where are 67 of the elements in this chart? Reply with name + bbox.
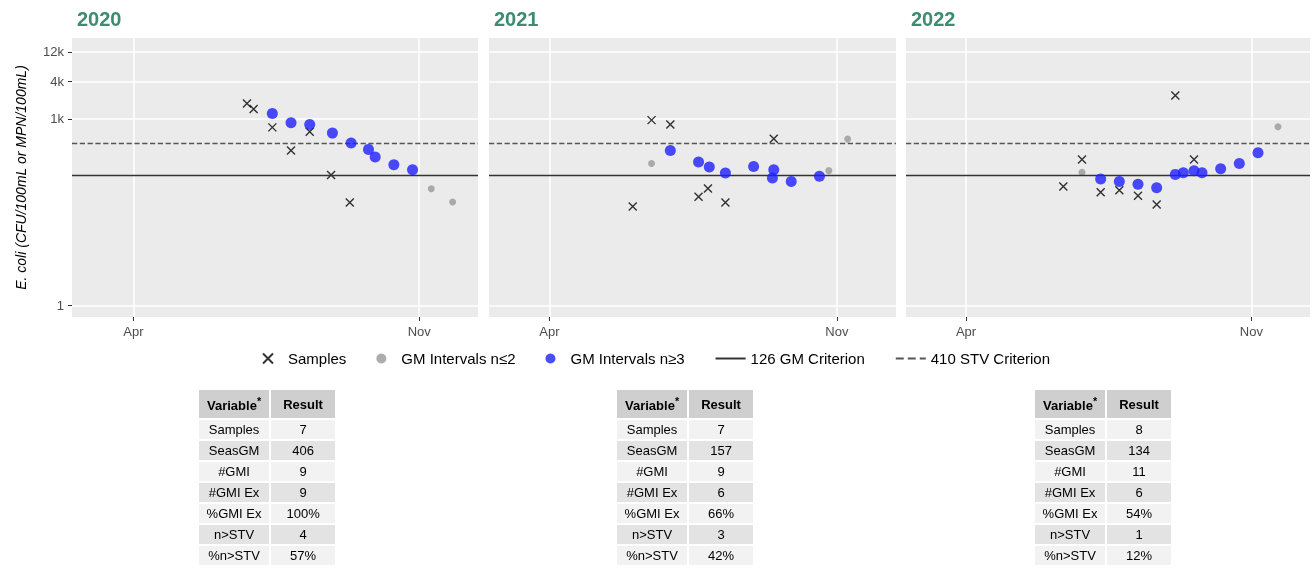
category-label: #GMI Ex — [199, 483, 270, 502]
category-label: #GMI Ex — [617, 483, 688, 502]
category-label: #GMI — [1035, 462, 1106, 481]
text: Variable$^{*}$ — [1035, 390, 1106, 418]
text: 100% — [286, 506, 320, 521]
legend-label: Samples — [288, 350, 347, 367]
text: 7 — [299, 422, 307, 437]
text: 1 — [1135, 527, 1143, 542]
chart-title: 2022 — [911, 8, 956, 30]
chart-title: 2021 — [494, 8, 539, 30]
category-label: %GMI Ex — [1035, 504, 1106, 523]
category-label: n>STV — [199, 525, 270, 544]
text: 7 — [717, 422, 725, 437]
category-label: #GMI Ex — [1035, 483, 1106, 502]
legend-label: 410 STV Criterion — [930, 350, 1050, 367]
y-tick-label: 1 — [56, 297, 64, 313]
text: Result — [271, 390, 336, 418]
text: 9 — [717, 464, 725, 479]
x-tick-label: Apr — [539, 324, 561, 339]
category-label: #GMI — [199, 462, 270, 481]
category-label: %n>STV — [617, 546, 688, 565]
legend-label: GM Intervals n≤2 — [401, 350, 516, 367]
text: 3 — [717, 527, 725, 542]
text: 406 — [292, 443, 314, 458]
text: 8 — [1135, 422, 1143, 437]
text: Variable$^{*}$ — [199, 390, 270, 418]
x-tick-label: Nov — [1239, 324, 1264, 339]
x-tick-label: Apr — [123, 324, 145, 339]
category-label: %n>STV — [199, 546, 270, 565]
category-label: Samples — [1035, 420, 1106, 439]
y-tick-label: 12k — [43, 44, 65, 60]
category-label: Samples — [617, 420, 688, 439]
text: 9 — [299, 464, 307, 479]
chart-title: 2020 — [77, 8, 122, 30]
text: 6 — [1135, 485, 1143, 500]
x-tick-label: Nov — [407, 324, 432, 339]
text: 12% — [1126, 548, 1153, 563]
category-label: SeasGM — [1035, 441, 1106, 460]
text: 6 — [717, 485, 725, 500]
text: Result — [689, 390, 754, 418]
y-axis-title: E. coli (CFU/100mL or MPN/100mL) — [13, 65, 29, 290]
text: Result — [1107, 390, 1172, 418]
category-label: #GMI — [617, 462, 688, 481]
category-label: n>STV — [1035, 525, 1106, 544]
x-tick-label: Nov — [825, 324, 849, 339]
legend-label: 126 GM Criterion — [750, 350, 865, 367]
text: 157 — [710, 443, 732, 458]
text: 54% — [1126, 506, 1153, 521]
y-tick-label: 4k — [50, 73, 65, 89]
category-label: %n>STV — [1035, 546, 1106, 565]
text: 42% — [708, 548, 735, 563]
text: 11 — [1132, 464, 1146, 479]
category-label: Samples — [199, 420, 270, 439]
category-label: SeasGM — [199, 441, 270, 460]
category-label: SeasGM — [617, 441, 688, 460]
category-label: n>STV — [617, 525, 688, 544]
category-label: %GMI Ex — [199, 504, 270, 523]
legend-label: GM Intervals n≥3 — [570, 350, 685, 367]
text: Variable$^{*}$ — [617, 390, 688, 418]
text: 4 — [299, 527, 307, 542]
text: 134 — [1128, 443, 1150, 458]
text: 9 — [299, 485, 307, 500]
x-tick-label: Apr — [955, 324, 977, 339]
text: 66% — [708, 506, 735, 521]
category-label: %GMI Ex — [617, 504, 688, 523]
text: 57% — [290, 548, 317, 563]
y-tick-label: 1k — [50, 111, 65, 127]
